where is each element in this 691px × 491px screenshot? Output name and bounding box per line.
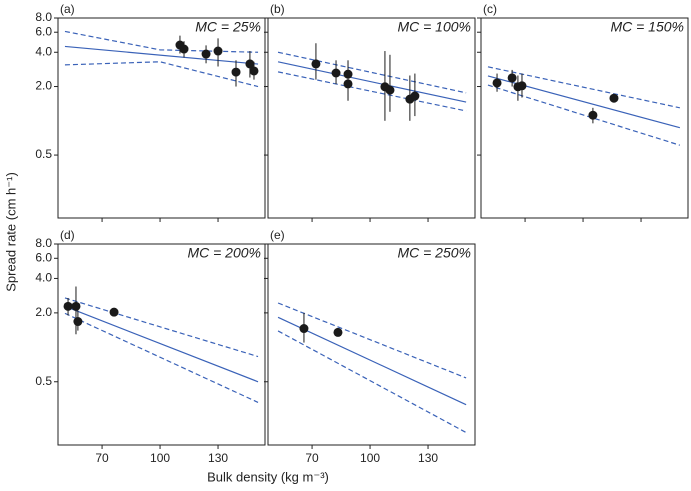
panel-label: (d) [60,228,75,242]
data-point [385,85,395,95]
y-tick-label: 0.5 [35,374,52,388]
y-tick-label: 0.5 [35,147,52,161]
x-tick-label: 70 [305,451,319,465]
data-point [609,93,619,103]
x-tick-label: 70 [95,451,109,465]
plot-frame [57,17,266,219]
fit-line [64,305,259,383]
data-point [213,46,223,56]
data-point [71,301,81,311]
y-tick-label: 2.0 [35,305,52,319]
panel-title: MC = 250% [397,245,471,261]
panel-label: (a) [60,2,75,16]
x-tick-label: 100 [150,451,170,465]
panel-label: (e) [270,228,285,242]
lower-confidence-band [277,71,467,112]
data-point [179,44,189,54]
plot-frame [267,243,476,446]
x-axis-label: Bulk density (kg m⁻³) [207,469,329,484]
plot-frame [57,243,266,446]
upper-confidence-band [64,297,259,358]
upper-confidence-band [64,30,259,53]
y-tick-label: 4.0 [35,44,52,58]
lower-confidence-band [277,330,467,434]
data-point [249,66,259,76]
fit-line [277,316,467,406]
data-point [231,67,241,77]
data-point [517,81,527,91]
data-point [109,307,119,317]
x-tick-label: 130 [208,451,228,465]
y-tick-label: 6.0 [35,24,52,38]
data-point [63,301,73,311]
panel-title: MC = 25% [195,19,261,35]
data-point [588,110,598,120]
panel-label: (c) [483,2,497,16]
data-point [311,59,321,69]
panel-title: MC = 100% [397,19,471,35]
data-point [245,59,255,69]
upper-confidence-band [487,66,681,109]
data-point [73,317,83,327]
data-point [492,78,502,88]
y-tick-label: 8.0 [35,10,52,24]
fit-line [277,61,467,103]
lower-confidence-band [64,61,259,88]
x-tick-label: 130 [418,451,438,465]
data-point [331,68,341,78]
panel-title: MC = 150% [610,19,684,35]
upper-confidence-band [277,302,467,379]
lower-confidence-band [64,312,259,403]
fit-line [64,45,259,65]
plot-frame [267,17,476,219]
x-tick-label: 100 [360,451,380,465]
y-tick-label: 6.0 [35,250,52,264]
y-tick-label: 2.0 [35,79,52,93]
y-tick-label: 8.0 [35,236,52,250]
data-point [507,73,517,83]
data-point [343,79,353,89]
data-point [201,49,211,59]
data-point [333,327,343,337]
upper-confidence-band [277,51,467,94]
data-point [299,324,309,334]
panel-label: (b) [270,2,285,16]
y-axis-label: Spread rate (cm h⁻¹) [3,172,18,292]
plot-frame [480,17,689,219]
panel-title: MC = 200% [187,245,261,261]
data-point [410,91,420,101]
y-tick-label: 4.0 [35,271,52,285]
lower-confidence-band [487,84,681,146]
